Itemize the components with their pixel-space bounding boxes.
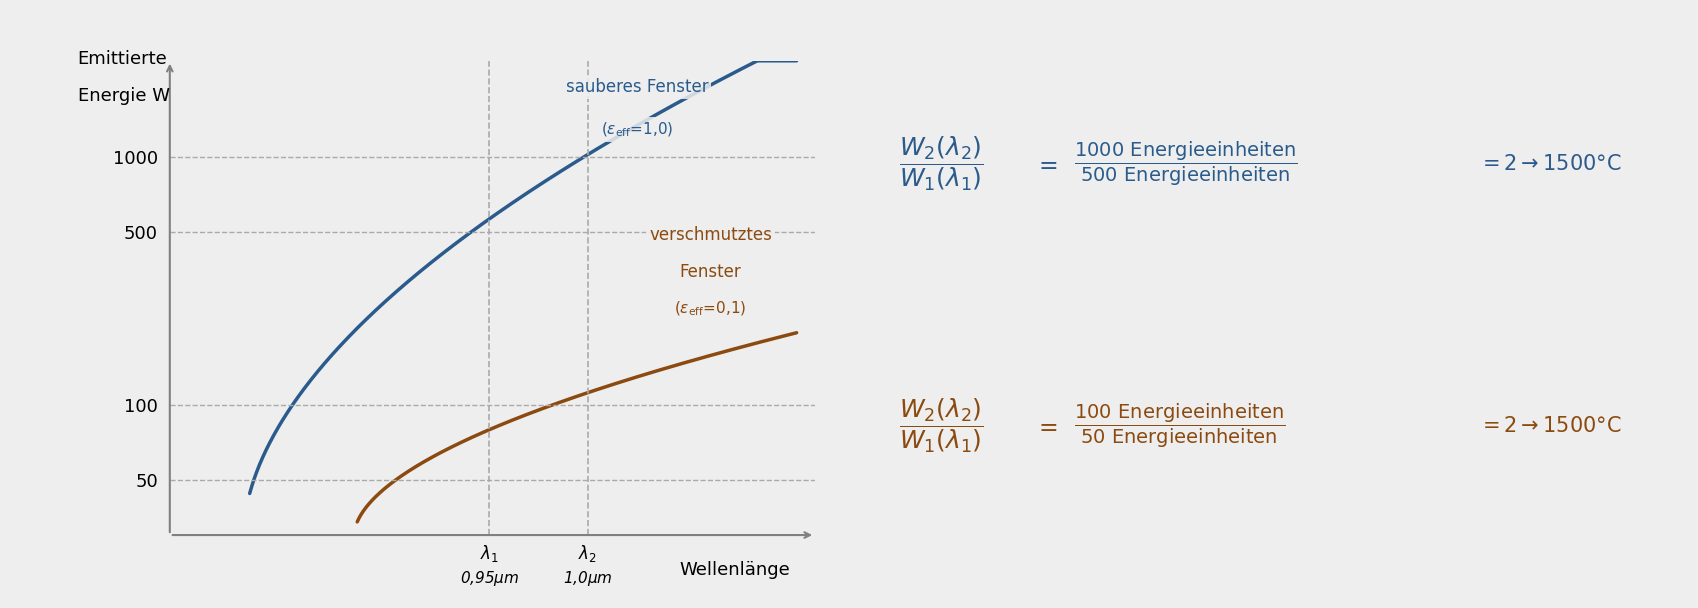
Text: Wellenlänge: Wellenlänge — [679, 561, 791, 579]
Text: $\dfrac{\mathrm{1000\ Energieeinheiten}}{\mathrm{500\ Energieeinheiten}}$: $\dfrac{\mathrm{1000\ Energieeinheiten}}… — [1075, 140, 1299, 188]
Text: $= 2 \rightarrow \mathrm{1500°C}$: $= 2 \rightarrow \mathrm{1500°C}$ — [1477, 416, 1622, 435]
Text: $\lambda_1$: $\lambda_1$ — [481, 544, 499, 564]
Text: $\dfrac{W_2(\lambda_2)}{W_1(\lambda_1)}$: $\dfrac{W_2(\lambda_2)}{W_1(\lambda_1)}$ — [900, 135, 983, 193]
Text: $= 2 \rightarrow \mathrm{1500°C}$: $= 2 \rightarrow \mathrm{1500°C}$ — [1477, 154, 1622, 174]
Text: $=$: $=$ — [1034, 152, 1058, 176]
Text: Emittierte: Emittierte — [78, 50, 168, 68]
Text: Energie W: Energie W — [78, 87, 170, 105]
Text: Fenster: Fenster — [679, 263, 742, 280]
Text: 0,95$\mu$m: 0,95$\mu$m — [460, 568, 520, 588]
Text: verschmutztes: verschmutztes — [649, 226, 773, 244]
Text: sauberes Fenster: sauberes Fenster — [565, 78, 708, 96]
Text: ($\varepsilon_{\mathrm{eff}}$=1,0): ($\varepsilon_{\mathrm{eff}}$=1,0) — [601, 120, 672, 139]
Text: $=$: $=$ — [1034, 413, 1058, 438]
Text: 1,0$\mu$m: 1,0$\mu$m — [562, 568, 613, 588]
Text: $\dfrac{W_2(\lambda_2)}{W_1(\lambda_1)}$: $\dfrac{W_2(\lambda_2)}{W_1(\lambda_1)}$ — [900, 396, 983, 455]
Text: $\lambda_2$: $\lambda_2$ — [579, 544, 598, 564]
Text: $\dfrac{\mathrm{100\ Energieeinheiten}}{\mathrm{50\ Energieeinheiten}}$: $\dfrac{\mathrm{100\ Energieeinheiten}}{… — [1075, 401, 1285, 450]
Text: ($\varepsilon_{\mathrm{eff}}$=0,1): ($\varepsilon_{\mathrm{eff}}$=0,1) — [674, 299, 747, 317]
